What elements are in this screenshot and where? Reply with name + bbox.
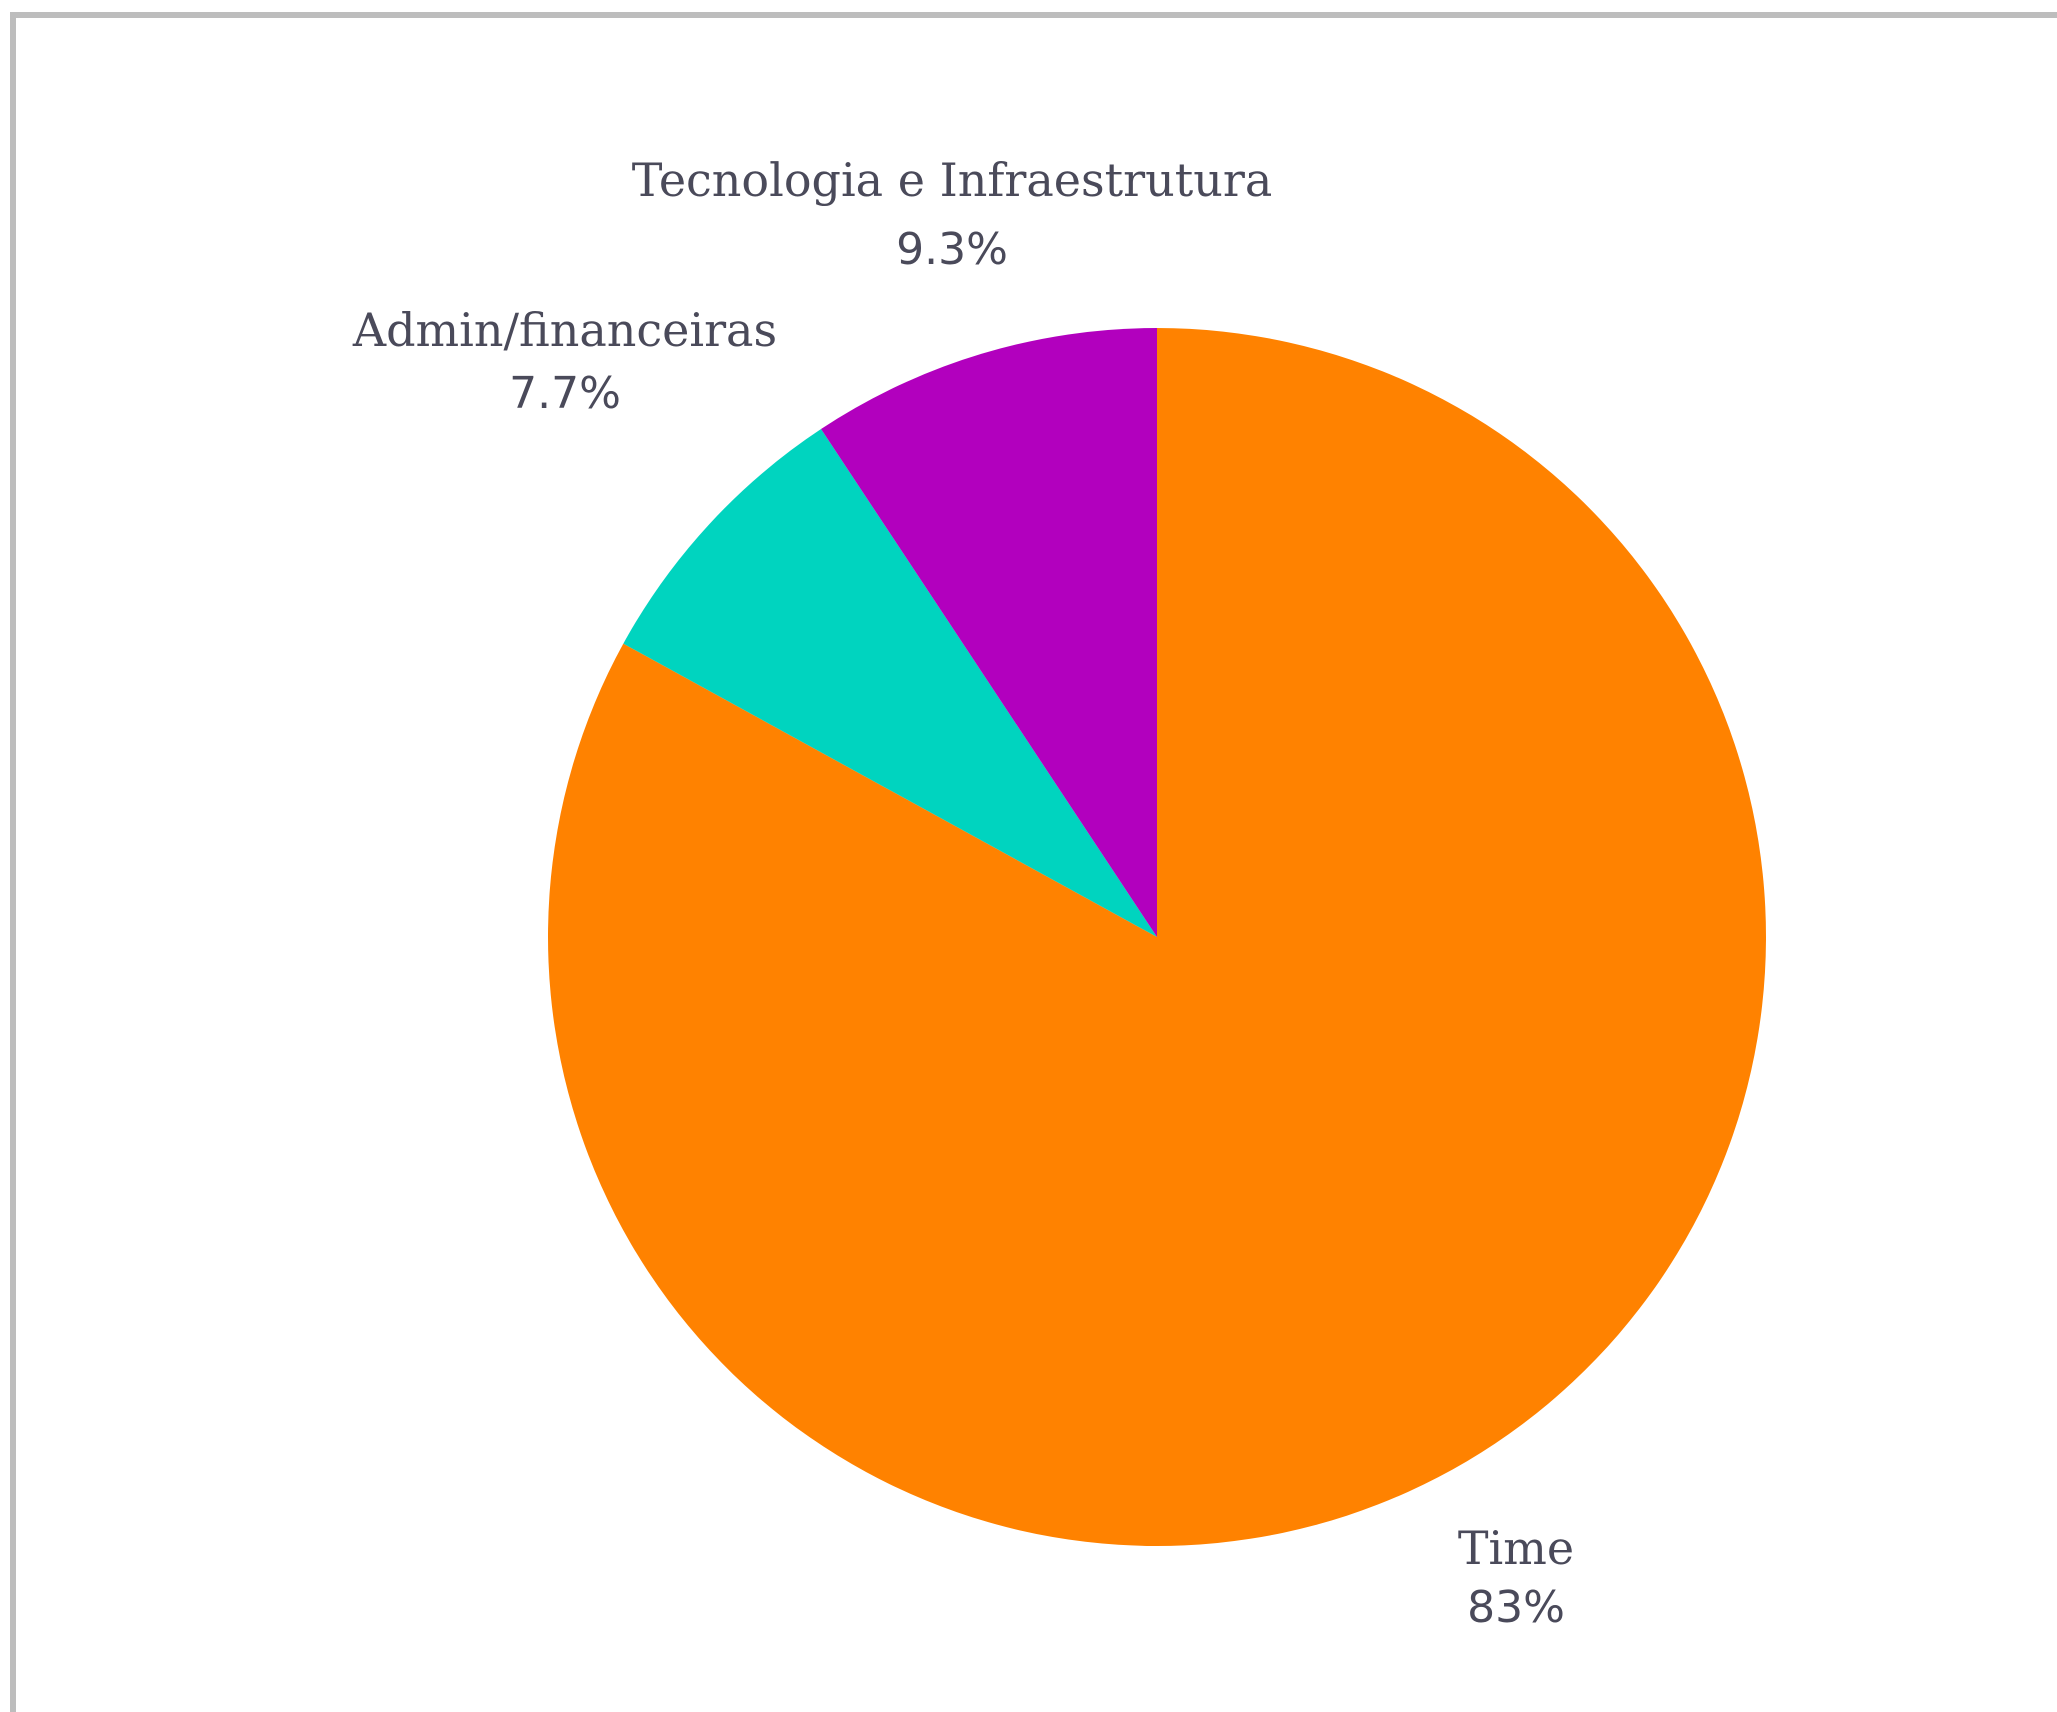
slice-value-admin: 7.7% [509, 368, 621, 419]
slice-label-time: Time [1458, 1521, 1574, 1575]
pie-slices [548, 328, 1766, 1547]
pie-slice-admin-financeiras [623, 429, 1157, 937]
pie-labels: Time 83% Admin/financeiras 7.7% Tecnolog… [352, 153, 1574, 1633]
pie-slice-tecnologia-e-infraestrutura [821, 328, 1157, 937]
slice-label-tecnologia: Tecnologia e Infraestrutura [632, 153, 1273, 207]
slice-label-admin: Admin/financeiras [352, 303, 777, 357]
slice-value-tecnologia: 9.3% [896, 224, 1008, 275]
pie-slice-time [548, 328, 1766, 1547]
slice-value-time: 83% [1467, 1582, 1565, 1633]
